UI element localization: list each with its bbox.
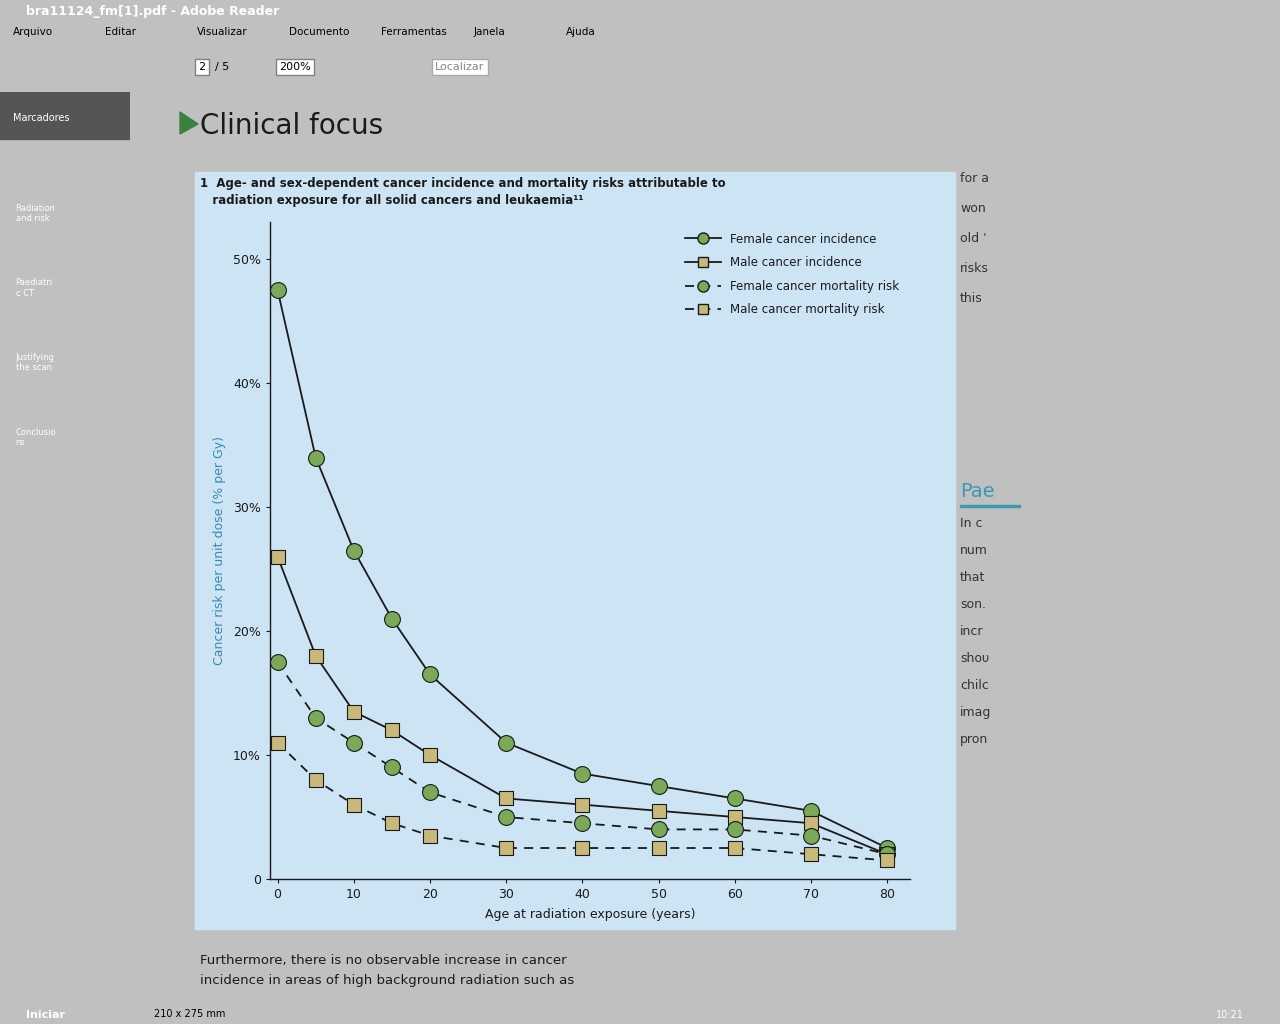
Text: Marcadores: Marcadores xyxy=(13,113,69,123)
Text: risks: risks xyxy=(960,262,989,275)
Point xyxy=(381,815,402,831)
Point xyxy=(268,549,288,565)
Text: radiation exposure for all solid cancers and leukaemia¹¹: radiation exposure for all solid cancers… xyxy=(200,194,584,207)
Point xyxy=(306,710,326,726)
Text: Janela: Janela xyxy=(474,27,506,37)
Point xyxy=(877,852,897,868)
Point xyxy=(343,797,364,813)
Text: 2: 2 xyxy=(198,62,206,72)
Point xyxy=(801,827,822,844)
Point xyxy=(801,803,822,819)
Point xyxy=(381,759,402,775)
Text: this: this xyxy=(960,292,983,305)
Point xyxy=(801,846,822,862)
Text: pron: pron xyxy=(960,733,988,746)
Point xyxy=(381,610,402,627)
Text: Arquivo: Arquivo xyxy=(13,27,52,37)
Text: 10:21: 10:21 xyxy=(1216,1010,1244,1020)
Polygon shape xyxy=(180,112,198,134)
Point xyxy=(649,840,669,856)
Y-axis label: Cancer risk per unit dose (% per Gy): Cancer risk per unit dose (% per Gy) xyxy=(212,436,227,665)
Point xyxy=(420,746,440,763)
Point xyxy=(877,846,897,862)
Text: incidence in areas of high background radiation such as: incidence in areas of high background ra… xyxy=(200,974,575,987)
Text: Iniciar: Iniciar xyxy=(26,1010,64,1020)
Point xyxy=(343,734,364,751)
Text: Visualizar: Visualizar xyxy=(197,27,248,37)
Point xyxy=(724,791,745,807)
Point xyxy=(649,803,669,819)
Point xyxy=(495,840,516,856)
Text: Ferramentas: Ferramentas xyxy=(381,27,447,37)
Point xyxy=(268,282,288,298)
Text: old ': old ' xyxy=(960,232,987,245)
Point xyxy=(724,821,745,838)
Bar xyxy=(0,92,131,138)
Point xyxy=(572,766,593,782)
Text: Pae: Pae xyxy=(960,482,995,501)
Point xyxy=(877,846,897,862)
Text: num: num xyxy=(960,544,988,557)
Text: Localizar: Localizar xyxy=(435,62,485,72)
Point xyxy=(381,722,402,738)
Legend: Female cancer incidence, Male cancer incidence, Female cancer mortality risk, Ma: Female cancer incidence, Male cancer inc… xyxy=(681,228,904,322)
Point xyxy=(724,840,745,856)
Point xyxy=(572,797,593,813)
Point xyxy=(495,809,516,825)
Bar xyxy=(195,172,955,929)
Point xyxy=(268,734,288,751)
Text: shoυ: shoυ xyxy=(960,652,989,665)
Text: Radiation
and risk: Radiation and risk xyxy=(15,204,55,223)
Point xyxy=(420,827,440,844)
Text: chilc: chilc xyxy=(960,679,989,692)
Text: Conclusio
ns: Conclusio ns xyxy=(15,428,56,446)
Text: son.: son. xyxy=(960,598,986,611)
Text: 200%: 200% xyxy=(279,62,311,72)
Text: In c: In c xyxy=(960,517,983,530)
Text: won: won xyxy=(960,202,986,215)
X-axis label: Age at radiation exposure (years): Age at radiation exposure (years) xyxy=(485,908,695,921)
Text: for a: for a xyxy=(960,172,989,185)
Point xyxy=(724,809,745,825)
Text: Paediatri
c CT: Paediatri c CT xyxy=(15,279,52,298)
Text: / 5: / 5 xyxy=(215,62,229,72)
Text: Furthermore, there is no observable increase in cancer: Furthermore, there is no observable incr… xyxy=(200,954,567,967)
Point xyxy=(495,734,516,751)
Point xyxy=(268,654,288,671)
Text: incr: incr xyxy=(960,625,983,638)
Point xyxy=(420,784,440,801)
Point xyxy=(649,821,669,838)
Text: that: that xyxy=(960,571,986,584)
Point xyxy=(306,450,326,466)
Point xyxy=(420,667,440,683)
Bar xyxy=(960,505,1020,507)
Point xyxy=(343,543,364,559)
Point xyxy=(495,791,516,807)
Point xyxy=(877,840,897,856)
Point xyxy=(306,647,326,664)
Text: imag: imag xyxy=(960,706,992,719)
Text: Editar: Editar xyxy=(105,27,136,37)
Text: 1  Age- and sex-dependent cancer incidence and mortality risks attributable to: 1 Age- and sex-dependent cancer incidenc… xyxy=(200,177,726,190)
Point xyxy=(801,815,822,831)
Point xyxy=(572,815,593,831)
Point xyxy=(306,772,326,788)
Text: Ajuda: Ajuda xyxy=(566,27,595,37)
Point xyxy=(649,778,669,795)
Text: Clinical focus: Clinical focus xyxy=(200,112,383,140)
Point xyxy=(572,840,593,856)
Text: Documento: Documento xyxy=(289,27,349,37)
Text: 210 x 275 mm: 210 x 275 mm xyxy=(154,1009,225,1019)
Point xyxy=(343,703,364,720)
Text: Justifying
the scan: Justifying the scan xyxy=(15,353,55,373)
Text: bra11124_fm[1].pdf - Adobe Reader: bra11124_fm[1].pdf - Adobe Reader xyxy=(26,4,279,17)
